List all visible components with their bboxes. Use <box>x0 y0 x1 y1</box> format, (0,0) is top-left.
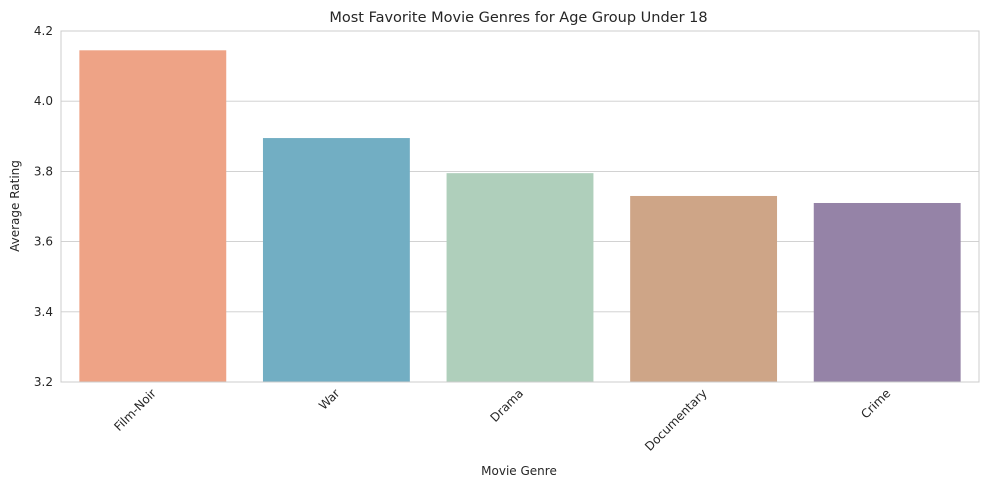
x-axis-label: Movie Genre <box>481 464 557 478</box>
y-tick-label: 4.2 <box>34 24 53 38</box>
y-tick-label: 4.0 <box>34 94 53 108</box>
bar-war <box>262 138 410 382</box>
y-axis-label: Average Rating <box>8 160 22 252</box>
y-tick-label: 3.8 <box>34 164 53 178</box>
bar-crime <box>813 202 961 382</box>
bar-documentary <box>630 195 778 382</box>
bars <box>79 50 961 383</box>
y-axis-ticks: 3.2 3.4 3.6 3.8 4.0 4.2 <box>34 24 53 389</box>
x-tick-label: Drama <box>488 386 527 425</box>
x-tick-label: Documentary <box>642 386 710 454</box>
y-tick-label: 3.4 <box>34 305 53 319</box>
x-axis-ticks: Film-Noir War Drama Documentary Crime <box>111 386 893 454</box>
y-tick-label: 3.6 <box>34 235 53 249</box>
plot-frame <box>60 30 980 383</box>
chart-title: Most Favorite Movie Genres for Age Group… <box>329 10 707 26</box>
bar-drama <box>446 173 594 382</box>
bar-film-noir <box>79 50 227 383</box>
x-tick-label: Crime <box>858 386 893 421</box>
x-tick-label: War <box>316 386 342 412</box>
x-tick-label: Film-Noir <box>111 386 159 434</box>
y-tick-label: 3.2 <box>34 375 53 389</box>
